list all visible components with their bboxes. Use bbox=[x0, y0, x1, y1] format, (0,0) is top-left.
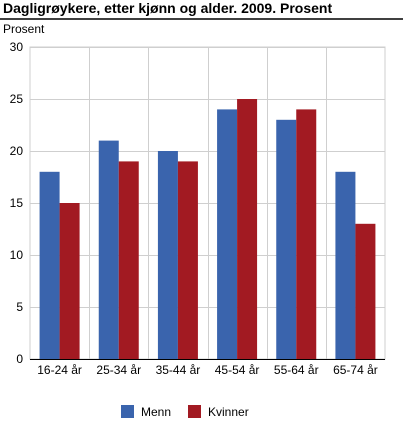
y-tick-label: 15 bbox=[10, 196, 24, 210]
legend-label-kvinner: Kvinner bbox=[208, 405, 249, 419]
x-tick-label: 45-54 år bbox=[215, 363, 260, 377]
bar-menn-4 bbox=[276, 119, 297, 359]
y-tick-label: 10 bbox=[10, 248, 24, 262]
bar-layer bbox=[39, 99, 376, 360]
grid-layer bbox=[29, 46, 386, 360]
bar-menn-2 bbox=[157, 151, 178, 359]
x-tick-label: 35-44 år bbox=[156, 363, 201, 377]
legend-label-menn: Menn bbox=[141, 405, 171, 419]
x-tick-label: 16-24 år bbox=[37, 363, 82, 377]
bar-menn-0 bbox=[39, 171, 60, 359]
legend: Menn Kvinner bbox=[121, 405, 249, 419]
x-tick-label: 55-64 år bbox=[274, 363, 319, 377]
bar-kvinner-3 bbox=[237, 99, 258, 359]
bar-kvinner-1 bbox=[118, 161, 139, 359]
y-tick-label: 30 bbox=[10, 40, 24, 54]
bar-menn-3 bbox=[217, 109, 238, 360]
bar-menn-1 bbox=[98, 140, 119, 359]
y-tick-label: 5 bbox=[16, 300, 23, 314]
x-tick-label: 25-34 år bbox=[96, 363, 141, 377]
y-axis-label: Prosent bbox=[3, 22, 45, 36]
y-tick-label: 20 bbox=[10, 144, 24, 158]
bar-kvinner-4 bbox=[296, 109, 317, 360]
x-tick-label: 65-74 år bbox=[333, 363, 378, 377]
chart-title: Dagligrøykere, etter kjønn og alder. 200… bbox=[3, 0, 332, 16]
bar-kvinner-5 bbox=[355, 223, 376, 359]
bar-menn-5 bbox=[335, 171, 356, 359]
y-tick-label: 25 bbox=[10, 92, 24, 106]
axis-layer: 0 5 10 15 20 25 30 16-24 år 25-34 år 35-44 år 45-5… bbox=[10, 40, 385, 377]
bar-kvinner-2 bbox=[177, 161, 198, 359]
y-tick-label: 0 bbox=[16, 352, 23, 366]
bar-kvinner-0 bbox=[59, 203, 80, 359]
legend-swatch-menn bbox=[121, 405, 134, 418]
legend-swatch-kvinner bbox=[188, 405, 201, 418]
